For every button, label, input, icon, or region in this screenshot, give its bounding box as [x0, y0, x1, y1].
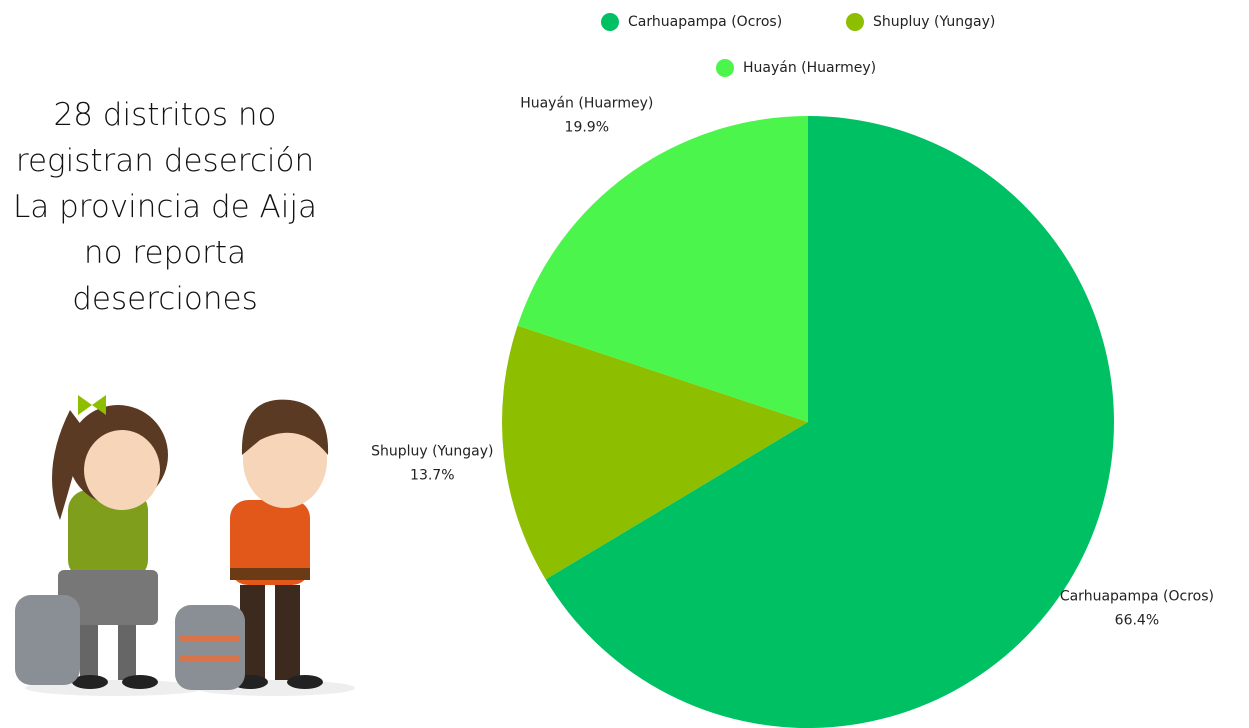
pie-slice [545, 116, 1114, 728]
legend-label: Carhuapampa (Ocros) [628, 14, 782, 30]
slice-label: Shupluy (Yungay) [371, 443, 493, 459]
illustration [15, 395, 355, 696]
annotation-block: 28 distritos no registran deserción La p… [0, 92, 330, 322]
legend-label: Huayán (Huarmey) [743, 60, 876, 76]
annotation: La provincia de Aija no reporta desercio… [13, 189, 317, 317]
pie-slice [501, 325, 808, 580]
slice-value-label: 13.7% [410, 467, 454, 483]
legend-label: Shupluy (Yungay) [873, 14, 995, 30]
annotation: 28 distritos no registran deserción [15, 97, 315, 179]
legend-marker [846, 13, 864, 31]
legend-marker [601, 13, 619, 31]
slice-label: Carhuapampa (Ocros) [1060, 588, 1214, 604]
slice-label: Huayán (Huarmey) [520, 95, 653, 111]
slice-value-label: 66.4% [1115, 612, 1159, 628]
legend-marker [716, 59, 734, 77]
pie-slice [517, 116, 808, 422]
slice-value-label: 19.9% [565, 119, 609, 135]
